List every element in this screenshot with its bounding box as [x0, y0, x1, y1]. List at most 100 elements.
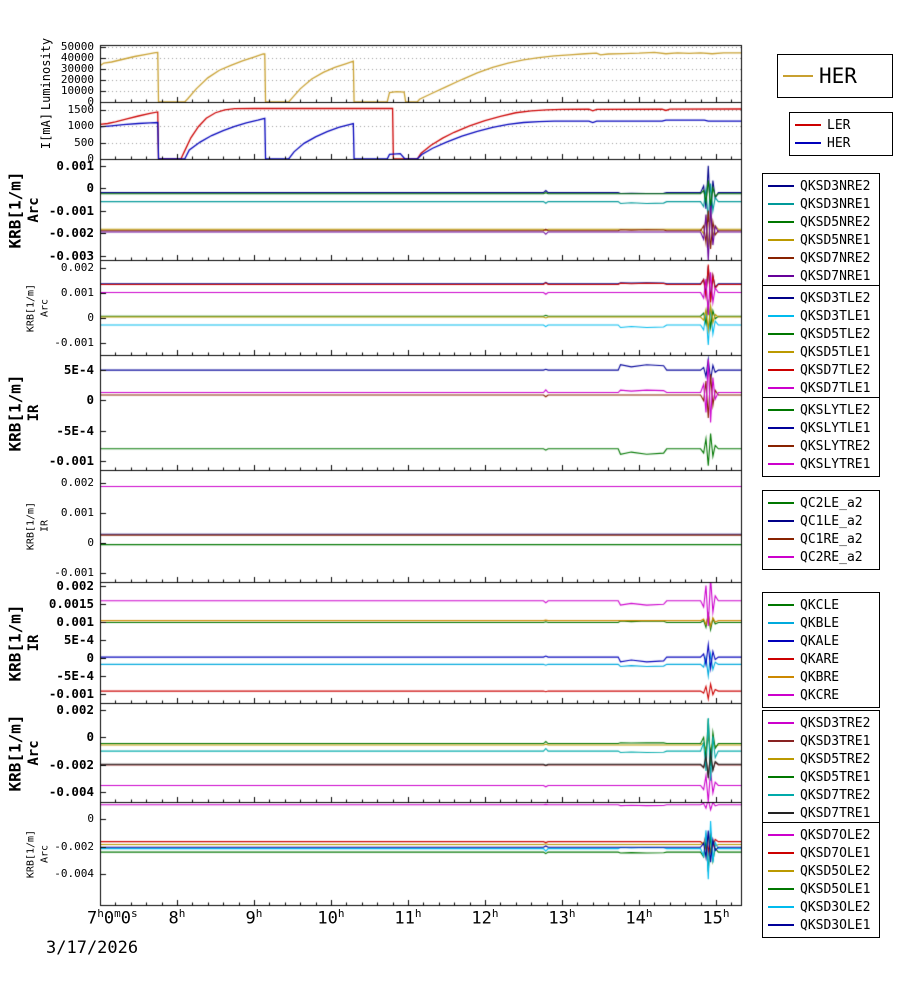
y-axis-subtitle: IR: [26, 404, 42, 421]
y-tick-label: -0.001: [48, 452, 94, 468]
y-tick-label: 0.001: [56, 157, 94, 173]
legend-line-sample-icon: [768, 834, 794, 836]
legend-label: QKSD7NRE2: [800, 250, 871, 266]
legend-entry: QKSLYTRE1: [768, 455, 874, 473]
legend-label: HER: [819, 64, 857, 88]
legend-label: QKSLYTLE1: [800, 420, 871, 436]
legend-line-sample-icon: [768, 463, 794, 465]
legend-box: QKSLYTLE2 QKSLYTLE1 QKSLYTRE2 QKSLYTRE1: [762, 397, 880, 477]
legend-label: QKSD5OLE1: [800, 881, 871, 897]
legend-label: QC2LE_a2: [800, 495, 863, 511]
y-tick-label: 0.001: [60, 506, 94, 520]
legend-line-sample-icon: [768, 297, 794, 299]
y-axis-title: KRB[1/m]: [5, 170, 25, 249]
legend-line-sample-icon: [768, 387, 794, 389]
legend-label: QKSD5TRE2: [800, 751, 871, 767]
y-tick-label: 10000: [60, 84, 94, 98]
legend-line-sample-icon: [768, 427, 794, 429]
legend-entry: QKSD3TRE2: [768, 714, 874, 732]
y-axis-subtitle: Arc: [39, 844, 51, 863]
legend-entry: QKCRE: [768, 686, 874, 704]
legend-label: QKSD7OLE2: [800, 827, 871, 843]
legend-entry: QKBLE: [768, 614, 874, 632]
legend-label: QKSD5OLE2: [800, 863, 871, 879]
date-label: 3/17/2026: [46, 938, 139, 958]
legend-label: QKSD7TRE1: [800, 805, 871, 821]
legend-entry: QKSD5OLE1: [768, 880, 874, 898]
legend-entry: QKSD7TLE1: [768, 379, 874, 397]
y-tick-label: -0.001: [54, 335, 94, 349]
legend-line-sample-icon: [768, 924, 794, 926]
legend-line-sample-icon: [768, 758, 794, 760]
y-axis-title: KRB[1/m]: [25, 829, 37, 878]
legend-label: QKSD5NRE2: [800, 214, 871, 230]
legend-line-sample-icon: [795, 124, 821, 126]
legend-line-sample-icon: [768, 776, 794, 778]
legend-entry: QKSD7NRE1: [768, 267, 874, 285]
y-axis-title: KRB[1/m]: [25, 501, 37, 551]
y-tick-label: 5E-4: [63, 362, 94, 378]
y-tick-label: 500: [74, 135, 94, 149]
legend-line-sample-icon: [768, 622, 794, 624]
legend-label: QKSD3OLE1: [800, 917, 871, 933]
legend-line-sample-icon: [768, 257, 794, 259]
y-axis-title: KRB[1/m]: [5, 373, 25, 452]
y-tick-label: -0.001: [48, 685, 94, 701]
legend-label: QKSD7TLE1: [800, 380, 871, 396]
x-tick-label: 9h: [245, 907, 263, 929]
y-tick-label: 0.001: [56, 613, 94, 629]
legend-label: QKSD5TRE1: [800, 769, 871, 785]
legend-label: QC1RE_a2: [800, 531, 863, 547]
legend-label: QKSD3OLE2: [800, 899, 871, 915]
legend-label: QKALE: [800, 633, 840, 649]
legend-entry: QKSD5TLE1: [768, 343, 874, 361]
legend-entry: QC1LE_a2: [768, 512, 874, 530]
y-axis-subtitle: Arc: [26, 196, 42, 223]
legend-label: QKSD7NRE1: [800, 268, 871, 284]
y-axis-title: KRB[1/m]: [25, 283, 37, 332]
legend-entry: QKSD7TRE2: [768, 786, 874, 804]
legend-line-sample-icon: [768, 794, 794, 796]
y-tick-label: 0: [86, 180, 94, 196]
legend-box: QKSD3NRE2 QKSD3NRE1 QKSD5NRE2 QKSD5NRE1 QKSD…: [762, 173, 880, 289]
legend-entry: HER: [795, 134, 887, 152]
legend-label: LER: [827, 117, 851, 133]
legend-line-sample-icon: [768, 369, 794, 371]
y-tick-label: 0: [87, 95, 94, 108]
legend-line-sample-icon: [768, 888, 794, 890]
y-tick-label: 0.002: [60, 260, 94, 274]
legend-entry: QKBRE: [768, 668, 874, 686]
y-tick-label: 0.002: [56, 701, 94, 717]
y-tick-label: 0: [87, 310, 94, 324]
y-tick-label: 0: [86, 649, 94, 665]
y-tick-label: 1000: [67, 119, 95, 133]
legend-label: HER: [827, 135, 851, 151]
legend-line-sample-icon: [768, 333, 794, 335]
legend-label: QKSD5TLE1: [800, 344, 871, 360]
legend-entry: QC2LE_a2: [768, 494, 874, 512]
legend-label: QC2RE_a2: [800, 549, 863, 565]
y-axis-subtitle: Arc: [26, 739, 42, 766]
legend-entry: QKSD5TLE2: [768, 325, 874, 343]
legend-line-sample-icon: [768, 445, 794, 447]
legend-label: QKSLYTRE1: [800, 456, 871, 472]
legend-entry: QKSD5NRE2: [768, 213, 874, 231]
legend-label: QKSD7TLE2: [800, 362, 871, 378]
legend-entry: QKSLYTLE2: [768, 401, 874, 419]
legend-entry: QKSD7TRE1: [768, 804, 874, 822]
legend-box: QKSD7OLE2 QKSD7OLE1 QKSD5OLE2 QKSD5OLE1 QKSD…: [762, 822, 880, 938]
y-tick-label: 0.002: [56, 577, 94, 593]
legend-entry: QKSD3OLE2: [768, 898, 874, 916]
legend-line-sample-icon: [768, 740, 794, 742]
y-tick-label: 50000: [60, 40, 94, 54]
y-tick-label: -0.002: [54, 839, 94, 853]
legend-line-sample-icon: [768, 812, 794, 814]
y-tick-label: -0.002: [48, 225, 94, 241]
legend-entry: QKSD3OLE1: [768, 916, 874, 934]
legend-line-sample-icon: [768, 640, 794, 642]
legend-line-sample-icon: [768, 221, 794, 223]
legend-label: QKSD3TRE1: [800, 733, 871, 749]
legend-line-sample-icon: [768, 538, 794, 540]
y-tick-label: 0: [87, 811, 94, 825]
legend-box: QKSD3TLE2 QKSD3TLE1 QKSD5TLE2 QKSD5TLE1 QKSD…: [762, 285, 880, 401]
